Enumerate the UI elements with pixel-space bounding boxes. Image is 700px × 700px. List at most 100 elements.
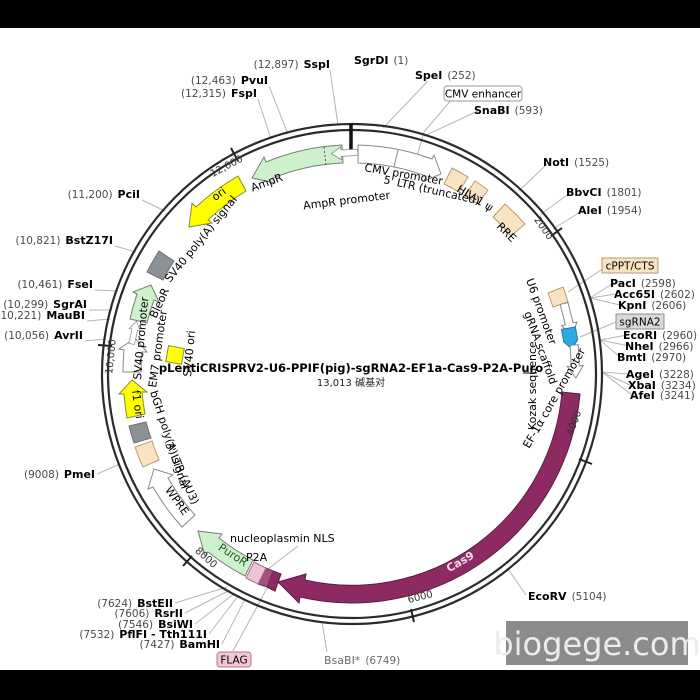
site-label-snabi: SnaBI (593) bbox=[474, 104, 543, 117]
p2a-label: P2A bbox=[246, 551, 268, 564]
sv40-ori-box bbox=[165, 345, 185, 365]
site-label-kpni: KpnI (2606) bbox=[618, 299, 686, 312]
leader-spei bbox=[382, 80, 429, 129]
leader-alei bbox=[552, 210, 583, 230]
watermark: biogege.com bbox=[493, 621, 700, 665]
site-label-xbai: XbaI (3234) bbox=[628, 379, 696, 392]
leader-lines bbox=[84, 69, 633, 653]
top-black-bar bbox=[0, 0, 700, 28]
sgrna2-tag: sgRNA2 bbox=[615, 313, 665, 330]
bleor-arrow bbox=[129, 284, 160, 324]
plasmid-name: pLentiCRISPRV2-U6-PPIF(pig)-sgRNA2-EF1a-… bbox=[159, 361, 543, 375]
leader-cppt bbox=[567, 267, 605, 293]
3ltr-du3-box bbox=[134, 440, 160, 468]
sgrna2-marker bbox=[560, 326, 579, 350]
site-label-rsrii: (7606) RsrII bbox=[114, 607, 183, 620]
site-label-pvui: (12,463) PvuI bbox=[191, 74, 268, 87]
site-label-bsteii: (7624) BstEII bbox=[97, 597, 173, 610]
f1-ori-arrow bbox=[117, 379, 149, 419]
site-label-avrii: (10,056) AvrII bbox=[4, 329, 83, 342]
em7-promoter-arrow bbox=[128, 320, 141, 345]
boxed-labels: CMV enhancer cPPT/CTS sgRNA2 FLAG bbox=[216, 85, 665, 668]
leader-bstz17i bbox=[114, 245, 137, 253]
leader-pmei bbox=[96, 463, 121, 475]
site-label-alei: AleI (1954) bbox=[578, 204, 642, 217]
leader-agei bbox=[601, 371, 629, 375]
p2a-box bbox=[245, 561, 267, 585]
site-label-noti: NotI (1525) bbox=[543, 156, 609, 169]
leader-acc65i bbox=[589, 293, 617, 299]
ori-arrow bbox=[188, 175, 247, 228]
cmv-enhancer-tag: CMV enhancer bbox=[443, 85, 523, 102]
rre-box bbox=[492, 203, 526, 237]
cmv-promoter-5ltr-arrow bbox=[357, 144, 442, 182]
tick-label-2000: 2000 bbox=[531, 215, 555, 242]
cmv-ltr-divider bbox=[393, 149, 399, 168]
site-label-spei: SpeI (252) bbox=[415, 69, 476, 82]
watermark-text: biogege.com bbox=[493, 625, 700, 663]
site-label-sgrdi: SgrDI (1) bbox=[354, 54, 408, 67]
site-label-bamhi: (7427) BamHI bbox=[140, 638, 221, 651]
site-label-ecorv: EcoRV (5104) bbox=[528, 590, 607, 603]
tick-label-10000: 10,000 bbox=[104, 339, 119, 375]
svg-text:sgRNA2: sgRNA2 bbox=[619, 317, 660, 329]
leader-bbvci bbox=[540, 192, 571, 215]
leader-fsei bbox=[94, 289, 119, 292]
tick-6000 bbox=[410, 608, 415, 623]
f1-ori-label: f1 ori bbox=[129, 389, 146, 419]
site-label-bstz17i: (10,821) BstZ17I bbox=[15, 234, 113, 247]
features-layer bbox=[117, 144, 585, 605]
site-label-acc65i: Acc65I (2602) bbox=[614, 288, 695, 301]
leader-bmti bbox=[599, 339, 622, 359]
site-label-pflfi: (7532) PflFI - Tth111I bbox=[79, 628, 207, 641]
cppt-cts-tag: cPPT/CTS bbox=[601, 257, 659, 274]
hiv1-psi-box-2 bbox=[464, 180, 489, 205]
site-label-agei: AgeI (3228) bbox=[626, 368, 694, 381]
leader-snabi bbox=[423, 110, 479, 137]
site-label-nhei: NheI (2966) bbox=[625, 340, 694, 353]
cas9-arrow bbox=[277, 391, 581, 605]
ampr-promoter-label: AmpR promoter bbox=[302, 189, 391, 213]
tick-2000 bbox=[550, 227, 563, 237]
leader-pcii bbox=[141, 199, 166, 212]
puror-arrow bbox=[197, 530, 254, 577]
nucleoplasmin-nls-label: nucleoplasmin NLS bbox=[230, 532, 335, 545]
ampr-signal-divider bbox=[323, 146, 327, 166]
scale-ticks bbox=[97, 124, 593, 623]
site-label-bmti: BmtI (2970) bbox=[617, 351, 686, 364]
flag-tag: FLAG bbox=[216, 651, 252, 668]
sv40-ori-label: SV40 ori bbox=[181, 330, 198, 377]
leader-sspi bbox=[329, 69, 339, 126]
site-label-sgrai: (10,299) SgrAI bbox=[3, 298, 87, 311]
ampr-promoter-arrow bbox=[330, 146, 359, 161]
ef1a-core-promoter-arrow bbox=[566, 344, 585, 379]
kozak-label: Kozak sequence bbox=[526, 341, 539, 430]
tick-10000 bbox=[97, 344, 113, 347]
ampr-arrow bbox=[251, 144, 344, 184]
svg-text:cPPT/CTS: cPPT/CTS bbox=[606, 261, 655, 273]
site-label-sspi: (12,897) SspI bbox=[254, 58, 330, 71]
leader-avrii bbox=[84, 338, 107, 342]
sv40-promoter-arrow bbox=[117, 337, 149, 373]
svg-text:CMV enhancer: CMV enhancer bbox=[445, 89, 522, 101]
site-label-pmei: (9008) PmeI bbox=[24, 468, 95, 481]
site-label-bbvci: BbvCI (1801) bbox=[566, 186, 642, 199]
plasmid-title-block: pLentiCRISPRV2-U6-PPIF(pig)-sgRNA2-EF1a-… bbox=[159, 361, 543, 389]
leader-afei bbox=[601, 371, 633, 396]
sv40-polya-box bbox=[146, 250, 175, 281]
watermark-box bbox=[506, 621, 688, 665]
leader-bsiwi bbox=[194, 592, 236, 625]
leader-pvui bbox=[268, 85, 289, 135]
leader-xbai bbox=[601, 371, 631, 386]
site-label-maubi: (10,221) MauBI bbox=[0, 309, 85, 322]
plasmid-size: 13,013 碱基对 bbox=[317, 376, 385, 389]
leader-maubi bbox=[86, 318, 111, 322]
tick-12000 bbox=[230, 147, 239, 162]
leader-pflfi bbox=[208, 594, 240, 635]
bottom-black-bar bbox=[0, 670, 700, 700]
leader-rsrii bbox=[184, 589, 231, 614]
tick-8000 bbox=[182, 555, 193, 567]
site-label-afei: AfeI (3241) bbox=[630, 389, 695, 402]
